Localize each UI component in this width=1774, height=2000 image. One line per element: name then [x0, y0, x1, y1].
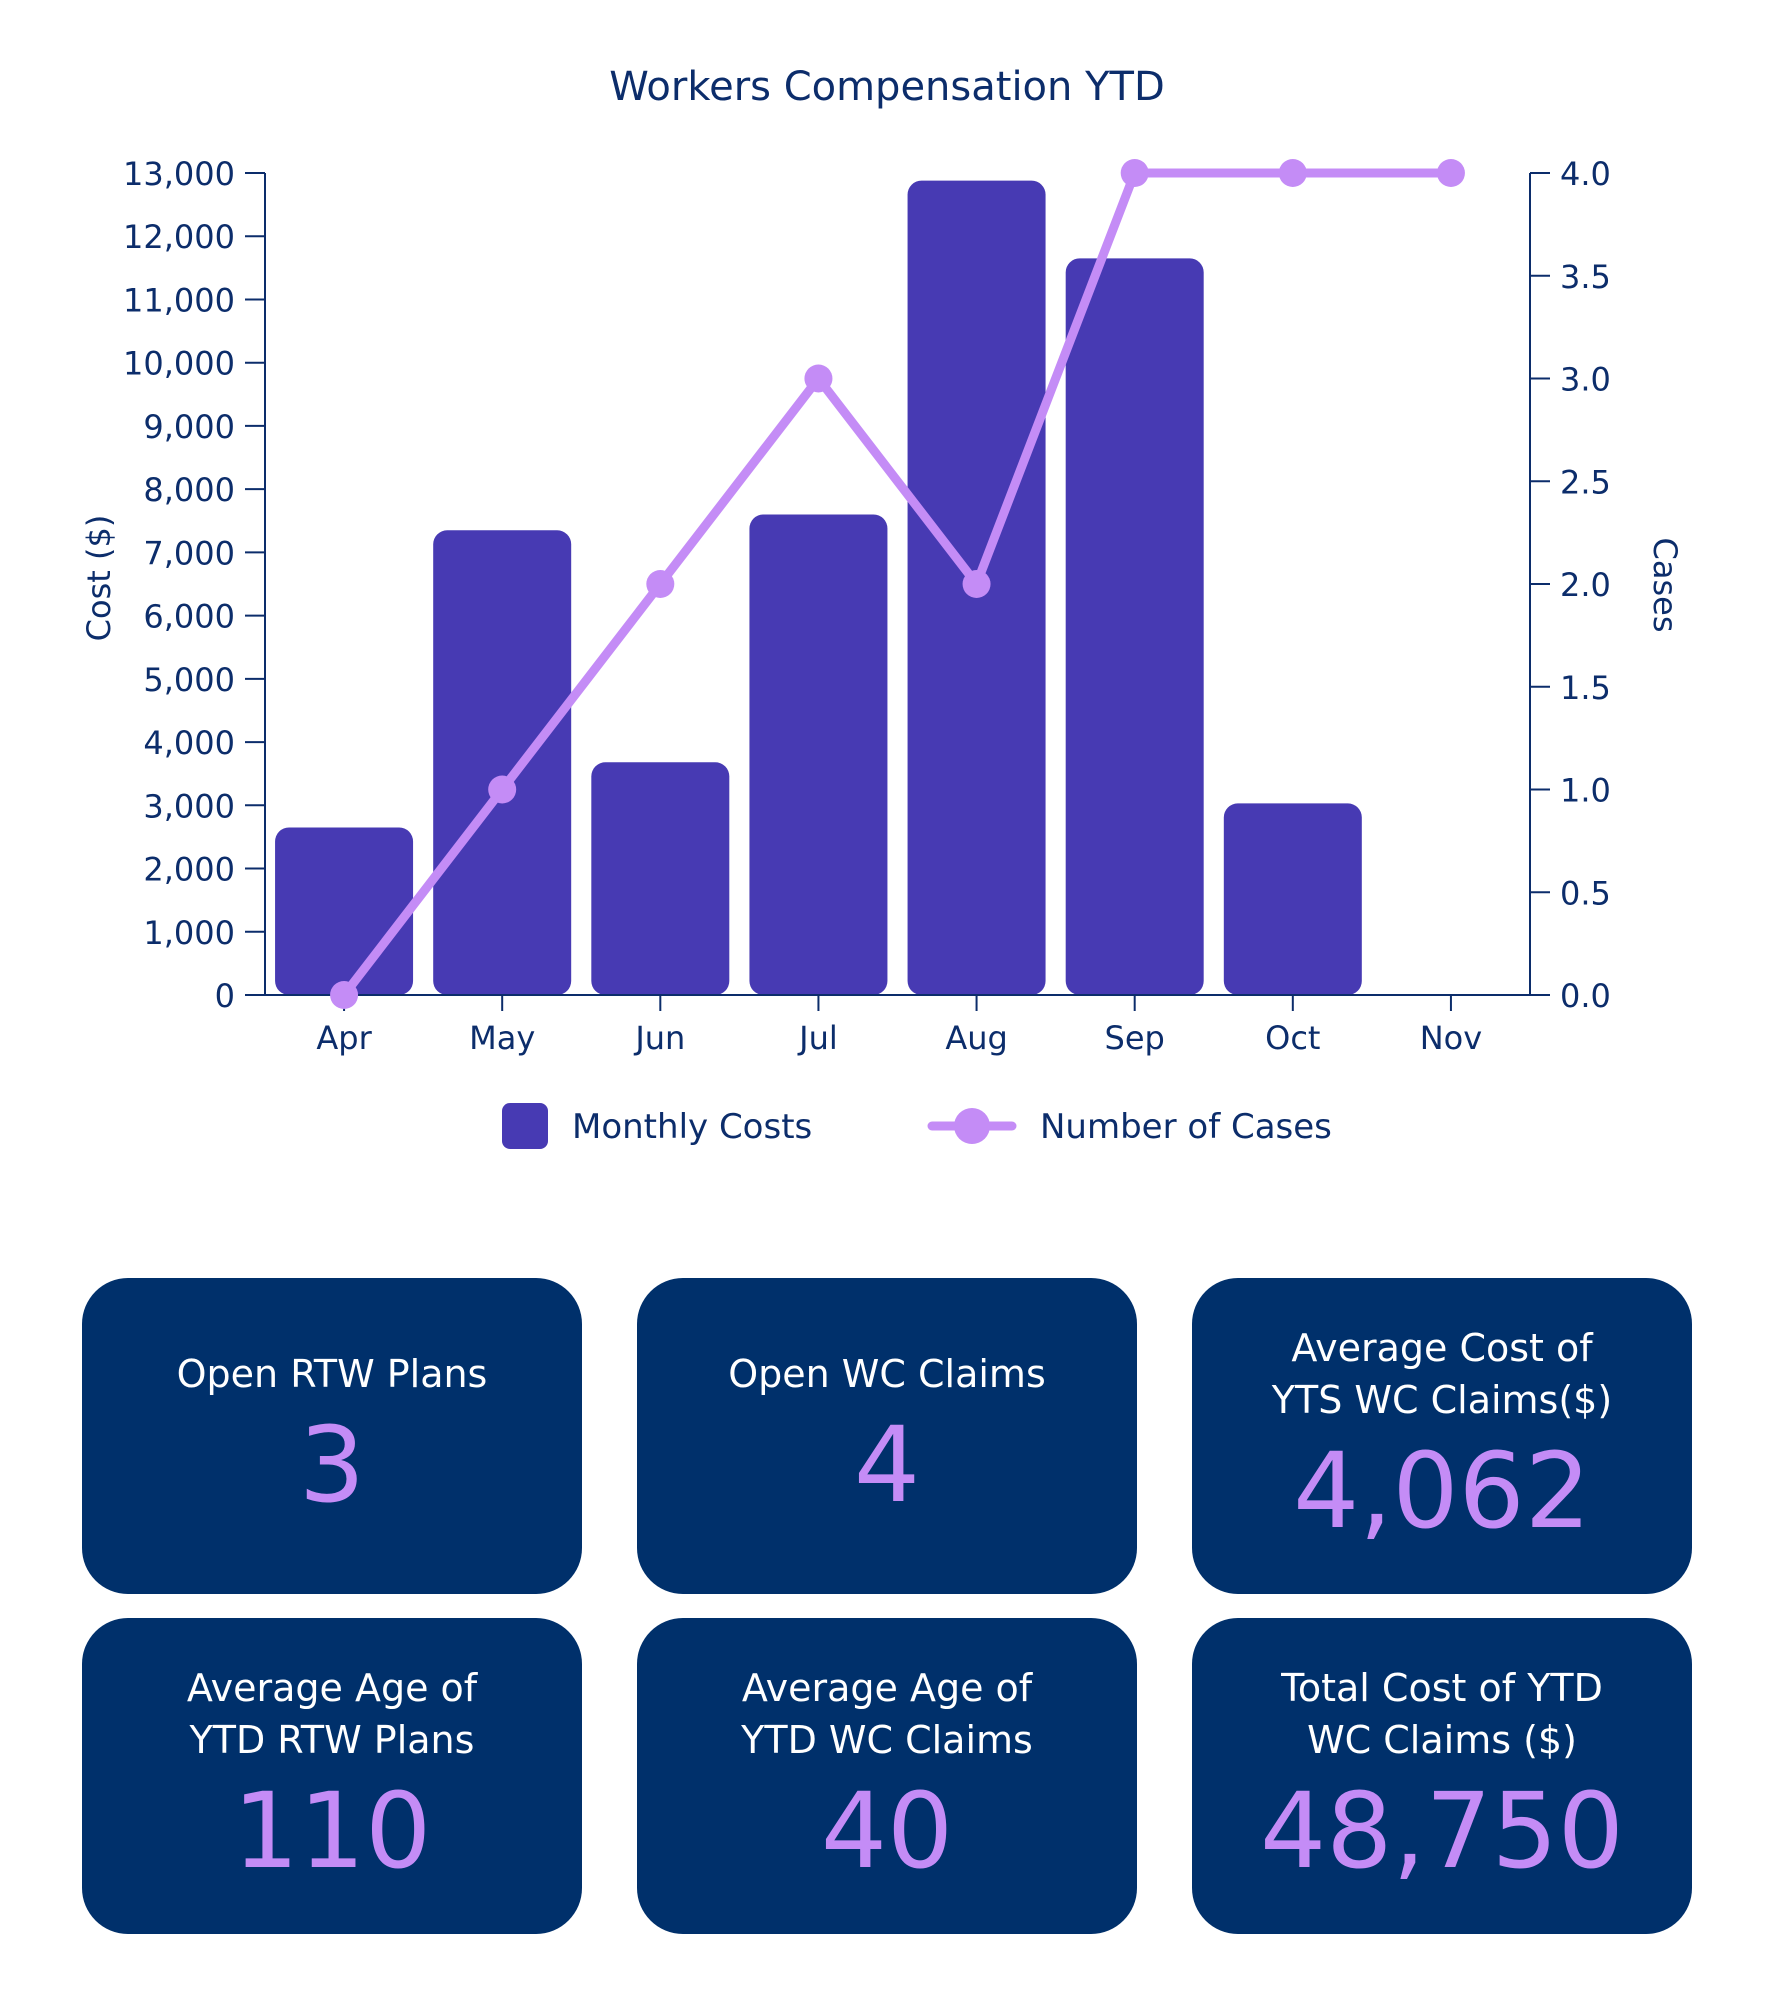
y-axis-label: Cost ($): [80, 515, 118, 642]
y2-tick-label: 1.0: [1560, 772, 1611, 810]
cases-point-nov: [1436, 159, 1465, 187]
cases-point-apr: [330, 981, 359, 1009]
kpi-label: Open WC Claims: [728, 1352, 1046, 1396]
x-tick-label: Nov: [1420, 1019, 1482, 1057]
y-tick-label: 5,000: [143, 661, 235, 699]
y-tick-label: 7,000: [143, 534, 235, 572]
kpi-label: Average Cost of YTS WC Claims($): [1271, 1326, 1613, 1422]
kpi-label: Open RTW Plans: [176, 1352, 488, 1396]
bar-oct: [1223, 803, 1362, 995]
y-tick-label: 6,000: [143, 598, 235, 636]
y-tick-label: 13,000: [123, 155, 235, 193]
x-tick-label: May: [469, 1019, 535, 1057]
kpi-value: 110: [232, 1770, 432, 1892]
kpi-card-total-cost-claims: Total Cost of YTD WC Claims ($) 48,750: [1192, 1618, 1692, 1934]
kpi-value: 40: [820, 1770, 954, 1892]
kpi-card-open-rtw-plans: Open RTW Plans 3: [82, 1278, 582, 1594]
y-tick-label: 2,000: [143, 851, 235, 889]
kpi-value: 4: [853, 1404, 921, 1526]
kpi-value: 3: [298, 1404, 366, 1526]
kpi-label: Total Cost of YTD WC Claims ($): [1281, 1666, 1603, 1762]
y2-tick-label: 3.0: [1560, 361, 1611, 399]
y2-tick-label: 4.0: [1560, 155, 1611, 193]
legend-swatch-marker: [954, 1108, 990, 1144]
cases-point-aug: [962, 570, 991, 598]
bar-jun: [591, 762, 730, 995]
y-tick-label: 1,000: [143, 914, 235, 952]
cases-point-oct: [1278, 159, 1307, 187]
kpi-value: 4,062: [1293, 1430, 1591, 1552]
y-tick-label: 10,000: [123, 345, 235, 383]
kpi-card-average-age-rtw-plans: Average Age of YTD RTW Plans 110: [82, 1618, 582, 1934]
kpi-card-open-wc-claims: Open WC Claims 4: [637, 1278, 1137, 1594]
y2-tick-label: 1.5: [1560, 669, 1611, 707]
cases-point-may: [488, 775, 517, 804]
y-tick-label: 4,000: [143, 724, 235, 762]
kpi-label: Average Age of YTD RTW Plans: [186, 1666, 478, 1762]
cases-line-group: [330, 159, 1465, 1009]
x-tick-label: Jun: [633, 1019, 685, 1057]
legend-label-monthly-costs: Monthly Costs: [572, 1107, 812, 1147]
kpi-cards: Open RTW Plans 3 Open WC Claims 4 Averag…: [82, 1278, 1692, 1934]
y-tick-label: 8,000: [143, 471, 235, 509]
y2-tick-label: 3.5: [1560, 258, 1611, 296]
x-tick-label: Apr: [316, 1019, 372, 1057]
bar-sep: [1065, 258, 1204, 995]
chart: Workers Compensation YTD Cost ($) Cases …: [80, 64, 1684, 1149]
y-tick-label: 11,000: [123, 281, 235, 319]
x-tick-label: Aug: [945, 1019, 1007, 1057]
axes-group: 0 1,000 2,000 3,000 4,000 5,000 6,000 7,000 8,00…: [123, 155, 1611, 1057]
x-tick-label: Sep: [1105, 1019, 1165, 1057]
kpi-value: 48,750: [1260, 1770, 1624, 1892]
kpi-card-average-cost-claims: Average Cost of YTS WC Claims($) 4,062: [1192, 1278, 1692, 1594]
y-tick-label: 0: [215, 977, 235, 1015]
cases-point-jul: [804, 364, 833, 393]
cases-point-jun: [646, 570, 675, 598]
legend-label-number-of-cases: Number of Cases: [1040, 1107, 1332, 1147]
cases-point-sep: [1120, 159, 1149, 187]
bars-group: [275, 180, 1362, 995]
kpi-card-average-age-wc-claims: Average Age of YTD WC Claims 40: [637, 1618, 1137, 1934]
y2-tick-label: 0.5: [1560, 874, 1611, 912]
x-tick-label: Oct: [1265, 1019, 1320, 1057]
kpi-label: Average Age of YTD WC Claims: [741, 1666, 1033, 1762]
y-tick-label: 3,000: [143, 787, 235, 825]
x-tick-label: Jul: [797, 1019, 838, 1057]
bar-apr: [275, 827, 414, 995]
bar-may: [433, 530, 572, 995]
chart-title: Workers Compensation YTD: [609, 64, 1165, 110]
y2-tick-label: 0.0: [1560, 977, 1611, 1015]
y-tick-label: 9,000: [143, 408, 235, 446]
y2-tick-label: 2.5: [1560, 463, 1611, 501]
y-tick-label: 12,000: [123, 218, 235, 256]
bar-jul: [749, 514, 888, 995]
y2-axis-label: Cases: [1646, 538, 1684, 633]
legend: Monthly Costs Number of Cases: [502, 1103, 1332, 1149]
y2-tick-label: 2.0: [1560, 566, 1611, 604]
cases-line: [339, 168, 1456, 1000]
legend-swatch-monthly-costs: [502, 1103, 548, 1149]
